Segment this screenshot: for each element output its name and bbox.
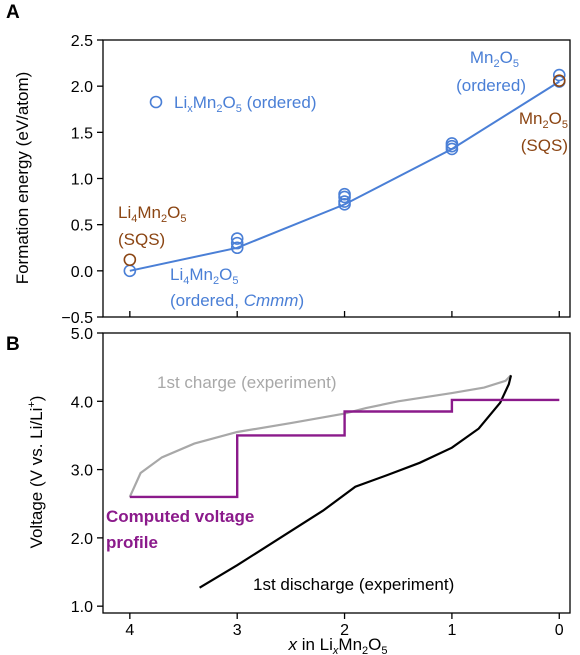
- li4mn2o5-sqs-line2: (SQS): [118, 230, 165, 249]
- ordered-point: [338, 195, 351, 208]
- panel-a-ytick-label: 1.0: [71, 172, 93, 189]
- panel-b-frame: [102, 332, 571, 614]
- panel-a-ytick-label: 0.5: [71, 218, 93, 235]
- mn2o5-sqs-line2: (SQS): [521, 136, 568, 155]
- discharge-curve: [199, 375, 513, 589]
- li4mn2o5-sqs-line1: Li4Mn2O5: [118, 203, 186, 225]
- mn2o5-ordered-line2: (ordered): [456, 76, 526, 95]
- panel-a-ytick-label: −0.5: [61, 310, 93, 327]
- panel-a: −0.5 0.0 0.5 1.0 1.5 2.0 2.5 Formation energy …: [13, 33, 571, 327]
- mn2o5-ordered-line1: Mn2O5: [470, 48, 519, 70]
- panel-b-xtick-label: 2: [340, 622, 349, 639]
- panel-b-xtick-label: 3: [233, 622, 242, 639]
- panel-b-xlabel: x in LixMn2O5: [287, 635, 387, 655]
- panel-a-ylabel: Formation energy (eV/atom): [13, 72, 32, 285]
- discharge-label: 1st discharge (experiment): [253, 575, 454, 594]
- panel-b-xtick-label: 4: [125, 622, 134, 639]
- panel-a-points: [123, 68, 566, 278]
- ordered-point: [552, 68, 566, 82]
- ordered-point: [445, 137, 459, 150]
- computed-label-line1: Computed voltage: [106, 507, 254, 526]
- panel-b-xtick-label: 1: [447, 622, 456, 639]
- panel-a-xticks: [129, 311, 560, 317]
- panel-b-ytick-label: 1.0: [71, 599, 93, 616]
- charge-label: 1st charge (experiment): [157, 373, 337, 392]
- ordered-point: [230, 241, 244, 255]
- li4mn2o5-ordered-line1: Li4Mn2O5: [170, 265, 238, 287]
- panel-b-xticks: 4 3 2 1 0: [125, 613, 564, 639]
- ordered-point: [230, 232, 244, 245]
- panel-a-ytick-label: 1.5: [71, 125, 93, 142]
- computed-voltage-profile: [129, 398, 560, 499]
- sqs-point: [123, 253, 137, 267]
- panel-label-a: A: [6, 2, 20, 23]
- panel-a-yticks: −0.5 0.0 0.5 1.0 1.5 2.0 2.5: [61, 33, 103, 327]
- panel-label-b: B: [6, 334, 20, 355]
- panel-b-ytick-label: 4.0: [71, 394, 93, 411]
- panel-b-ytick-label: 2.0: [71, 531, 93, 548]
- legend-marker: [149, 95, 163, 109]
- mn2o5-sqs-line1: Mn2O5: [519, 109, 568, 131]
- panel-b-ylabel: Voltage (V vs. Li/Li+): [26, 396, 46, 549]
- panel-b-xtick-label: 0: [555, 622, 564, 639]
- hull-line: [129, 80, 560, 272]
- panel-b-ytick-label: 5.0: [71, 326, 93, 343]
- panel-b-ytick-label: 3.0: [71, 463, 93, 480]
- panel-a-ytick-label: 2.5: [71, 33, 93, 50]
- panel-b: 1.0 2.0 3.0 4.0 5.0 4 3 2 1 0 Voltage (V vs. Li/…: [26, 326, 571, 655]
- panel-a-ytick-label: 2.0: [71, 79, 93, 96]
- li4mn2o5-ordered-line2: (ordered, Cmmm): [170, 291, 304, 310]
- ordered-point: [338, 187, 351, 201]
- sqs-point: [552, 74, 566, 87]
- panel-b-yticks: 1.0 2.0 3.0 4.0 5.0: [71, 326, 103, 616]
- ordered-point: [230, 236, 244, 250]
- computed-label-line2: profile: [106, 533, 158, 552]
- panel-a-ytick-label: 0.0: [71, 264, 93, 281]
- legend-label: LixMn2O5 (ordered): [174, 93, 316, 115]
